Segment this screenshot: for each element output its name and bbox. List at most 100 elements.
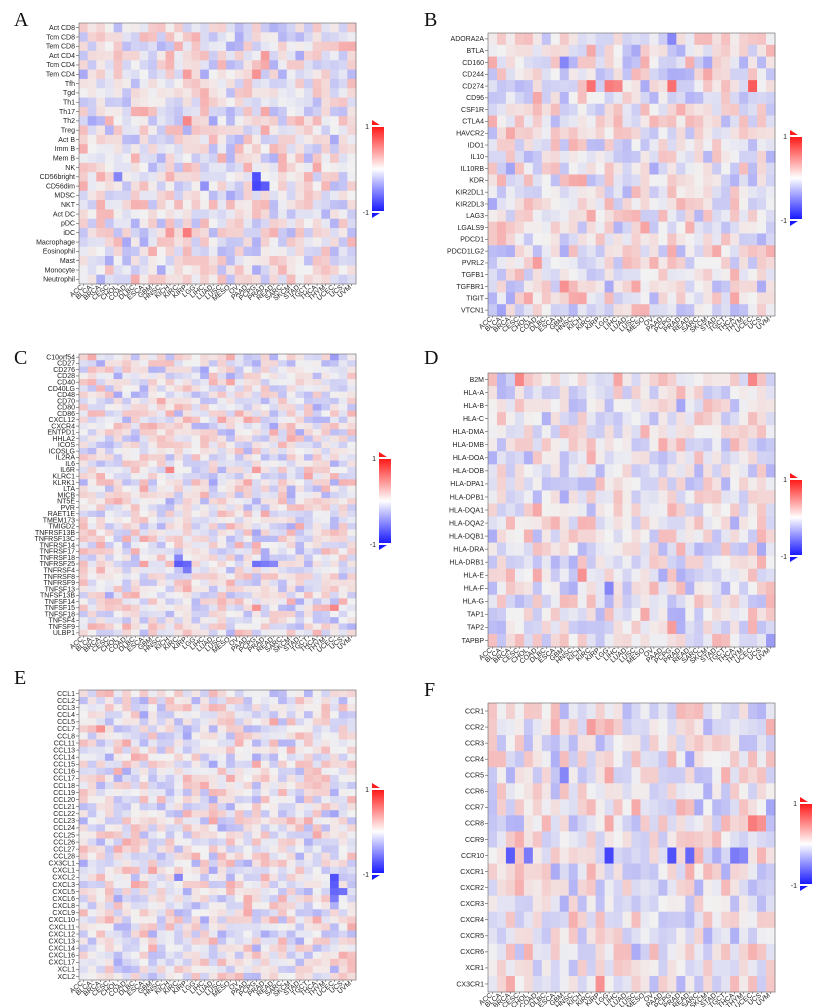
heatmap-cell [523, 620, 534, 635]
heatmap-cell [269, 125, 279, 136]
heatmap-cell [96, 753, 106, 762]
heatmap-cell [278, 360, 288, 367]
heatmap-cell [174, 97, 184, 108]
heatmap-cell [113, 397, 123, 405]
heatmap-cell [721, 209, 731, 223]
heatmap-cell [748, 221, 758, 234]
heatmap-cell [757, 490, 767, 504]
heatmap-cell [79, 491, 89, 499]
heatmap-cell [321, 116, 331, 126]
heatmap-cell [694, 607, 704, 622]
heatmap-cell [96, 32, 106, 43]
heatmap-cell [87, 32, 97, 43]
heatmap-cell [113, 404, 123, 411]
row-label: Act CD4 [49, 53, 75, 60]
heatmap-cell [122, 416, 132, 424]
heatmap-cell [721, 91, 731, 105]
heatmap-cell [338, 391, 348, 399]
heatmap-cell [148, 617, 158, 624]
heatmap-cell [541, 490, 552, 504]
heatmap-cell [217, 824, 227, 832]
heatmap-cell [757, 257, 767, 270]
heatmap-cell [122, 88, 132, 98]
heatmap-cell [269, 718, 279, 726]
row-label: TMEM173 [43, 517, 75, 524]
heatmap-cell [182, 200, 192, 210]
heatmap-cell [122, 810, 132, 818]
heatmap-cell [685, 56, 695, 69]
heatmap-cell [649, 425, 659, 439]
heatmap-cell [182, 774, 192, 783]
heatmap-cell [286, 23, 296, 33]
heatmap-cell [748, 620, 758, 635]
heatmap-cell [514, 44, 525, 57]
heatmap-cell [208, 535, 218, 543]
heatmap-cell [139, 237, 149, 248]
heatmap-cell [338, 810, 348, 818]
heatmap-cell [676, 438, 686, 452]
heatmap-cell [694, 257, 704, 270]
heatmap-cell [104, 454, 115, 461]
heatmap-cell [488, 568, 498, 583]
heatmap-cell [330, 479, 340, 486]
heatmap-cell [139, 134, 149, 145]
heatmap-cell [496, 162, 507, 175]
heatmap-cell [234, 181, 244, 192]
heatmap-cell [649, 529, 659, 544]
heatmap-cell [304, 200, 314, 210]
heatmap-cell [640, 555, 650, 570]
heatmap-cell [748, 127, 758, 140]
heatmap-cell [96, 448, 106, 455]
heatmap-cell [488, 257, 498, 270]
heatmap-cell [330, 554, 340, 562]
heatmap-cell [79, 838, 89, 847]
heatmap-cell [148, 78, 158, 89]
heatmap-cell [640, 280, 650, 293]
heatmap-cell [122, 725, 132, 733]
heatmap-cell [208, 404, 218, 411]
heatmap-cell [748, 80, 758, 93]
heatmap-cell [541, 115, 552, 128]
heatmap-cell [312, 548, 322, 555]
heatmap-cell [304, 372, 314, 380]
heatmap-cell [739, 91, 749, 105]
heatmap-cell [226, 510, 236, 518]
heatmap-cell [226, 209, 236, 220]
heatmap-cell [676, 542, 686, 557]
heatmap-cell [139, 739, 149, 747]
heatmap-cell [226, 125, 236, 136]
heatmap-cell [260, 391, 270, 399]
heatmap-cell [208, 824, 218, 832]
heatmap-cell [165, 116, 175, 126]
heatmap-cell [586, 607, 597, 622]
heatmap-cell [208, 781, 218, 790]
heatmap-cell [523, 412, 534, 426]
heatmap-cell [182, 824, 192, 832]
heatmap-cell [104, 610, 115, 618]
heatmap-cell [217, 441, 227, 449]
heatmap-cell [278, 460, 288, 468]
heatmap-cell [243, 573, 253, 580]
heatmap-cell [676, 425, 686, 439]
heatmap-cell [243, 697, 253, 705]
heatmap-cell [703, 33, 713, 46]
heatmap-cell [269, 209, 279, 220]
heatmap-cell [321, 466, 331, 474]
row-label: PDCD1LG2 [447, 248, 484, 255]
heatmap-cell [96, 106, 106, 117]
heatmap-cell [130, 498, 140, 505]
heatmap-cell [174, 153, 184, 164]
heatmap-cell [165, 246, 175, 257]
heatmap-cell [347, 746, 357, 755]
heatmap-cell [148, 753, 158, 762]
heatmap-cell [577, 555, 588, 570]
heatmap-cell [613, 425, 623, 439]
heatmap-cell [234, 60, 244, 71]
heatmap-cell [156, 516, 166, 524]
heatmap-cell [139, 796, 149, 804]
heatmap-cell [165, 732, 175, 740]
heatmap-cell [139, 579, 149, 587]
heatmap-cell [269, 504, 279, 512]
heatmap-cell [586, 633, 597, 648]
heatmap-cell [604, 529, 614, 544]
